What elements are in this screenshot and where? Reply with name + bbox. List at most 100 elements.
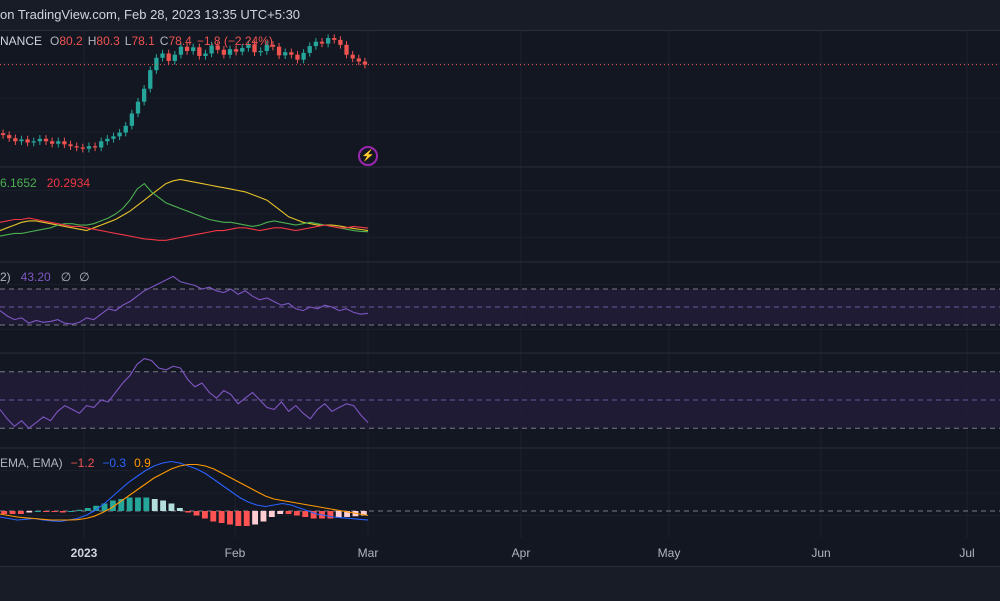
candle-body [313,41,319,47]
candle-body [233,49,239,52]
candle-body [0,133,6,136]
candle-body [37,138,43,142]
candle-body [31,141,36,143]
dmi-value-1: 6.1652 [0,176,37,190]
candle-body [191,47,196,52]
macd-histogram-bar [335,511,342,518]
candle-body [319,41,325,44]
dmi-legend: 6.1652 20.2934 [0,176,95,190]
x-axis-tick-label: Apr [511,546,531,560]
candle-body [25,139,30,143]
macd-histogram-bar [101,503,108,511]
macd-legend: EMA, EMA) −1.2 −0.3 0.9 [0,456,156,470]
candle-body [172,54,177,61]
macd-histogram-bar [235,511,242,526]
candle-body [99,141,104,148]
candle-body [129,113,135,126]
candle-body [141,88,147,102]
candle-body [74,146,79,148]
candle-body [148,70,153,89]
candle-body [338,39,343,45]
dmi-series-line [0,182,369,237]
lightning-icon[interactable]: ⚡ [358,146,378,166]
candle-body [178,46,184,55]
rsi-line [0,275,369,325]
macd-histogram-bar [176,508,183,511]
candle-body [240,47,245,52]
x-axis-tick-label: Mar [357,546,379,560]
macd-histogram-bar [17,511,24,514]
macd-histogram-bar [135,497,141,511]
macd-value: −1.2 [70,456,95,470]
candle-body [86,146,92,149]
x-axis-tick-label: May [657,546,681,560]
macd-histogram-bar [193,511,200,516]
macd-histogram-bar [227,511,233,525]
top-caption-bar: on TradingView.com, Feb 28, 2023 13:35 U… [0,0,1000,31]
candle-body [344,44,349,55]
candle-body [264,44,269,52]
candle-body [307,46,312,53]
macd-histogram-bar [51,511,58,512]
candle-body [19,139,24,142]
candle-body [215,45,220,50]
macd-histogram-bar [327,511,334,519]
macd-histogram-bar [118,499,125,511]
rsi-null-2: ∅ [79,270,90,284]
candle-body [203,53,208,56]
candle-body [105,138,110,142]
x-axis-tick-label: Jul [959,546,975,560]
macd-series-line [0,460,369,523]
candle-body [117,132,122,137]
close-label: C [159,34,169,48]
macd-histogram-bar [9,511,16,514]
macd-histogram-bar [1,511,8,514]
candle-body [289,52,294,55]
candle-body [7,135,12,139]
candle-body [92,146,98,148]
candle-body [62,141,67,145]
macd-histogram-bar [344,511,351,517]
candle-body [197,47,202,56]
candle-body [283,52,288,56]
candle-body [350,54,355,59]
candle-body [270,44,276,47]
rsi-prefix: 2) [0,270,11,284]
macd-histogram-bar [143,497,150,511]
signal-value: −0.3 [102,456,127,470]
candle-body [68,144,73,147]
macd-histogram-bar [84,508,91,511]
macd-histogram-bar [93,505,100,511]
macd-histogram-bar [59,511,66,513]
macd-histogram-bar [285,511,292,514]
candle-body [221,49,227,55]
macd-histogram-bar [210,511,217,522]
open-value: 80.2 [59,34,83,48]
dmi-value-2: 20.2934 [46,176,91,190]
candle-body [154,57,159,71]
high-label: H [87,34,97,48]
rsi-value: 43.20 [20,270,51,284]
macd-histogram-bar [151,499,158,511]
macd-histogram-bar [310,511,317,519]
macd-histogram-bar [252,511,259,525]
macd-histogram-bar [185,511,192,513]
candle-body [258,51,263,53]
candle-body [49,141,55,144]
symbol-label: NANCE [0,34,43,48]
macd-histogram-bar [76,509,83,511]
macd-histogram-bar [126,497,133,511]
rsi-null-1: ∅ [60,270,72,284]
low-label: L [124,34,132,48]
candle-body [362,61,368,65]
macd-histogram-bar [260,511,267,522]
hist-value: 0.9 [134,456,151,470]
macd-histogram-bar [160,500,167,511]
macd-series-line [0,463,369,521]
macd-histogram-bar [277,511,284,514]
open-label: O [50,34,60,48]
candle-body [246,44,251,48]
candle-body [332,38,337,40]
